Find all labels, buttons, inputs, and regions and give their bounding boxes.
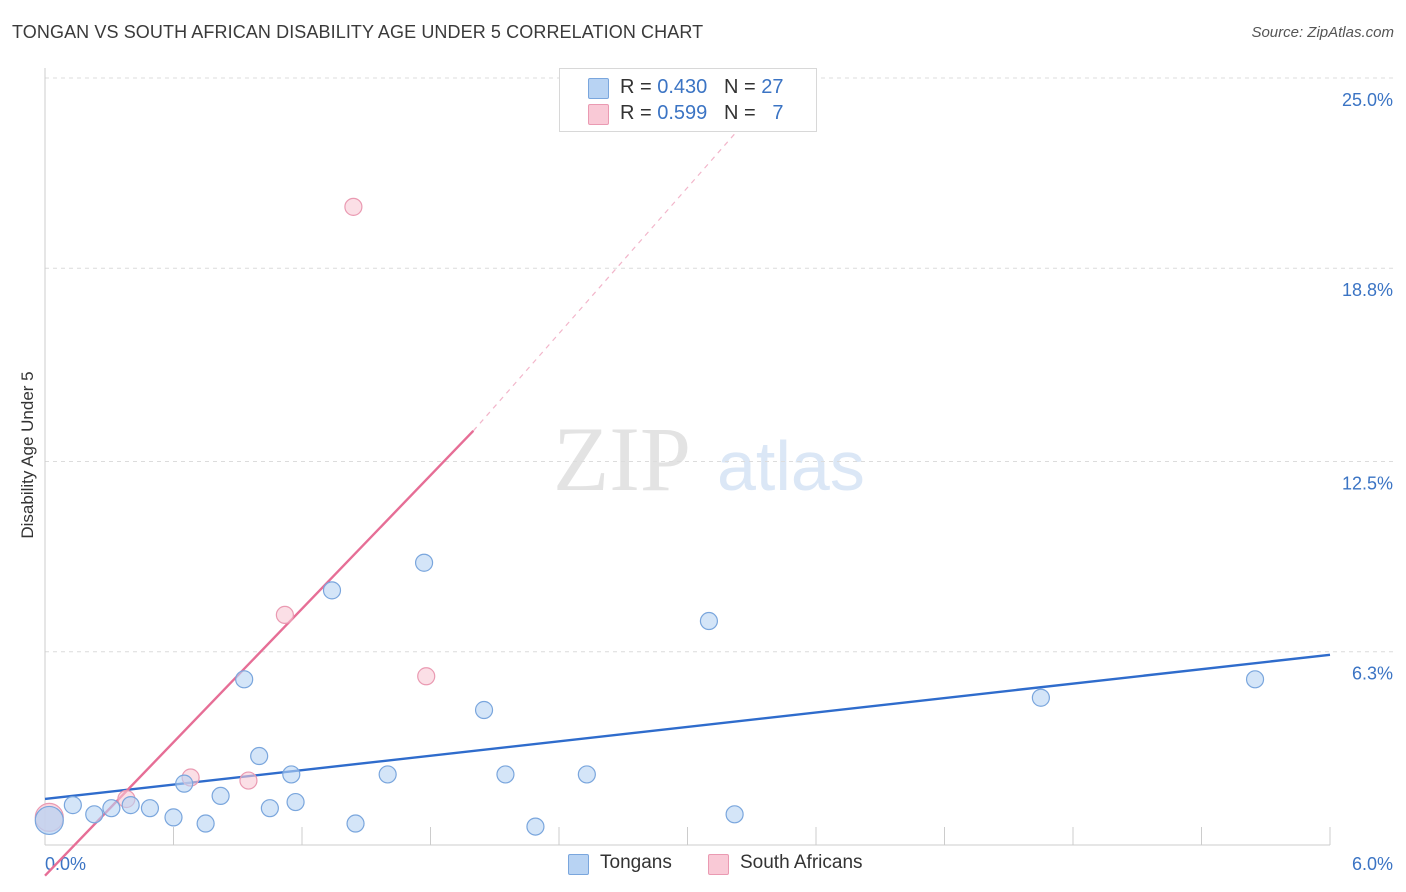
tongan-point <box>378 765 397 784</box>
y-tick-label: 12.5% <box>1342 474 1393 494</box>
chart-title: TONGAN VS SOUTH AFRICAN DISABILITY AGE U… <box>12 22 704 42</box>
tongan-point <box>286 792 305 812</box>
tongan-point <box>526 817 545 836</box>
legend-text-tongans: R = 0.430 N = 27 <box>620 76 783 99</box>
x-ticks <box>44 827 1331 845</box>
legend-text-south-africans: R = 0.599 N = 7 <box>620 102 783 125</box>
south-african-point <box>239 771 258 790</box>
tongan-point <box>140 799 160 818</box>
tongan-point <box>164 808 183 827</box>
legend-n-label: N = <box>723 76 756 98</box>
series-swatch-south-africans <box>708 854 729 875</box>
tongan-point <box>63 796 82 815</box>
x-tick-labels: 0.0% 6.0% <box>45 854 1393 874</box>
tongan-point <box>34 805 64 836</box>
tongan-point <box>121 796 140 815</box>
tongan-point <box>577 765 596 784</box>
legend-swatch-south-africans <box>588 104 609 125</box>
tongan-point <box>1031 688 1050 707</box>
grid-lines <box>45 77 1393 653</box>
legend-r-label: R = <box>620 76 652 98</box>
tongan-point <box>175 774 194 793</box>
x-tick-label-max: 6.0% <box>1352 854 1393 874</box>
legend-r-label: R = <box>620 102 652 124</box>
tongan-point <box>282 765 301 784</box>
tongan-point <box>474 700 494 720</box>
south-african-point <box>417 667 436 686</box>
watermark: ZIP atlas <box>553 408 865 510</box>
tongan-point <box>235 670 254 689</box>
tongan-point <box>250 746 269 766</box>
tongan-point <box>260 799 279 818</box>
tongan-point <box>85 805 104 824</box>
tongan-point <box>725 805 744 824</box>
tongan-point <box>102 799 121 818</box>
source-label: Source: ZipAtlas.com <box>1251 24 1394 41</box>
legend-n-value-south-africans: 7 <box>772 102 784 124</box>
tongan-point <box>211 786 230 806</box>
south-african-point <box>275 605 294 625</box>
watermark-zip: ZIP <box>553 408 691 510</box>
series-swatch-tongans <box>568 854 589 875</box>
tongan-point <box>414 553 434 572</box>
x-tick-label-min: 0.0% <box>45 854 86 874</box>
correlation-legend: R = 0.430 N = 27 R = 0.599 N = 7 <box>559 68 817 132</box>
watermark-atlas: atlas <box>717 427 865 505</box>
tongan-point <box>322 581 342 600</box>
tongan-point <box>196 814 215 833</box>
legend-r-value-south-africans: 0.599 <box>657 102 708 124</box>
y-tick-label: 18.8% <box>1342 280 1393 300</box>
data-points <box>34 197 1265 836</box>
legend-n-label: N = <box>723 102 756 124</box>
tongan-point <box>496 765 515 784</box>
y-tick-label: 25.0% <box>1342 90 1393 110</box>
trend-line-extension-south-africans <box>472 77 785 432</box>
series-label-south-africans: South Africans <box>740 852 863 873</box>
tongan-point <box>1245 670 1265 689</box>
legend-n-value-tongans: 27 <box>761 76 784 98</box>
legend-r-value-tongans: 0.430 <box>657 76 708 98</box>
tongan-point <box>699 611 719 631</box>
legend-swatch-tongans <box>588 78 609 99</box>
series-label-tongans: Tongans <box>600 852 672 873</box>
trend-line-tongans <box>44 653 1331 801</box>
y-tick-labels: 6.3% 12.5% 18.8% 25.0% <box>1342 90 1393 684</box>
south-african-point <box>344 197 363 216</box>
tongan-point <box>346 814 365 833</box>
y-tick-label: 6.3% <box>1352 664 1393 684</box>
